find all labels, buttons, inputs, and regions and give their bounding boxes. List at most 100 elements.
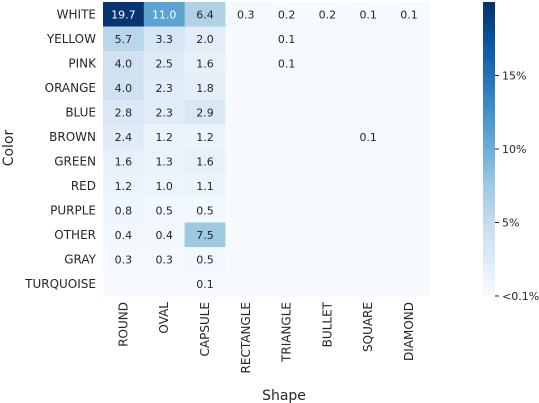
heatmap-cell xyxy=(388,100,430,125)
heatmap-cell xyxy=(347,271,390,297)
cell-value-label: 0.1 xyxy=(278,33,296,46)
x-tick-labels: ROUND OVAL CAPSULE RECTANGLE TRIANGLE BULLET S… xyxy=(116,301,416,373)
colorbar: <0.1% 5% 10% 15% xyxy=(483,2,539,303)
x-axis-title: Shape xyxy=(262,388,306,403)
cell-value-label: 1.6 xyxy=(196,155,214,168)
heatmap-cell xyxy=(143,100,186,125)
heatmap-cell xyxy=(103,26,145,52)
heatmap-cell xyxy=(388,222,430,248)
y-tick-label: GREEN xyxy=(54,154,96,168)
y-tick-label: BLUE xyxy=(65,105,96,119)
cell-value-label: 0.5 xyxy=(155,204,173,217)
heatmap-cell xyxy=(307,51,349,76)
cell-value-label: 0.1 xyxy=(359,8,377,21)
heatmap-cell xyxy=(225,149,267,174)
heatmap-cell xyxy=(184,124,226,150)
heatmap-cell xyxy=(184,149,226,174)
heatmap-cell xyxy=(388,271,430,297)
y-tick-label: WHITE xyxy=(57,7,96,21)
heatmap-cell xyxy=(103,149,145,174)
cell-value-label: 2.9 xyxy=(196,106,214,119)
heatmap-cell xyxy=(266,271,308,297)
heatmap-cells: 19.7 11.0 6.4 0.3 0.2 0.2 0.1 0.1 5.7 3.3 2.0 0.1 4.… xyxy=(103,2,430,297)
heatmap-cell xyxy=(347,51,390,76)
y-tick-label: GRAY xyxy=(64,252,96,266)
heatmap-cell xyxy=(347,26,390,52)
heatmap-cell xyxy=(266,149,308,174)
cell-value-label: 0.2 xyxy=(319,8,337,21)
heatmap-cell xyxy=(184,222,226,248)
cell-value-label: 0.2 xyxy=(278,8,296,21)
heatmap-cell xyxy=(143,26,186,52)
heatmap-cell xyxy=(266,51,308,76)
cell-value-label: 1.2 xyxy=(115,180,133,193)
cell-value-label: 7.5 xyxy=(196,229,214,242)
heatmap-cell xyxy=(307,100,349,125)
heatmap-cell xyxy=(388,198,430,223)
heatmap-cell xyxy=(225,271,267,297)
heatmap-cell xyxy=(266,26,308,52)
heatmap-cell xyxy=(266,222,308,248)
heatmap-cell xyxy=(266,198,308,223)
heatmap-cell xyxy=(307,75,349,101)
heatmap-cell xyxy=(307,26,349,52)
cell-value-label: 6.4 xyxy=(196,8,214,21)
heatmap-cell xyxy=(103,51,145,76)
heatmap-cell xyxy=(184,100,226,125)
heatmap-cell xyxy=(307,271,349,297)
colorbar-tick-label: 10% xyxy=(502,143,526,156)
cell-value-label: 1.6 xyxy=(196,57,214,70)
heatmap-cell xyxy=(307,198,349,223)
cell-value-label: 1.2 xyxy=(155,131,173,144)
heatmap-cell xyxy=(347,149,390,174)
heatmap-cell xyxy=(103,100,145,125)
y-axis-title: Color xyxy=(1,129,17,166)
x-tick-label: RECTANGLE xyxy=(239,302,253,373)
cell-value-label: 3.3 xyxy=(155,33,173,46)
cell-value-label: 1.2 xyxy=(196,131,214,144)
heatmap-cell xyxy=(103,173,145,199)
y-tick-label: PINK xyxy=(68,56,97,70)
heatmap-cell xyxy=(143,173,186,199)
heatmap-cell xyxy=(266,100,308,125)
heatmap-cell xyxy=(266,173,308,199)
cell-value-label: 0.4 xyxy=(155,229,173,242)
cell-value-label: 1.1 xyxy=(196,180,214,193)
y-tick-label: RED xyxy=(71,179,96,193)
heatmap-cell xyxy=(347,124,390,150)
cell-value-label: 0.5 xyxy=(196,204,214,217)
heatmap-cell xyxy=(184,51,226,76)
colorbar-tick-label: 15% xyxy=(502,70,526,83)
heatmap-cell xyxy=(347,75,390,101)
heatmap-cell xyxy=(388,173,430,199)
heatmap-cell xyxy=(103,271,145,297)
cell-value-label: 2.5 xyxy=(155,57,173,70)
heatmap-cell xyxy=(225,75,267,101)
heatmap-cell xyxy=(307,173,349,199)
heatmap-cell xyxy=(225,247,267,272)
x-tick-label: DIAMOND xyxy=(402,302,416,361)
heatmap-cell xyxy=(103,75,145,101)
heatmap-cell xyxy=(225,222,267,248)
heatmap-cell xyxy=(347,173,390,199)
heatmap-cell xyxy=(347,100,390,125)
heatmap-cell xyxy=(388,2,430,27)
heatmap-cell xyxy=(225,124,267,150)
heatmap-cell xyxy=(184,198,226,223)
heatmap-cell xyxy=(143,198,186,223)
cell-value-label: 2.0 xyxy=(196,33,214,46)
heatmap-cell xyxy=(266,2,308,27)
heatmap-cell xyxy=(388,26,430,52)
cell-value-label: 1.0 xyxy=(155,180,173,193)
heatmap-cell xyxy=(143,124,186,150)
cell-value-label: 2.3 xyxy=(155,82,173,95)
cell-value-label: 0.3 xyxy=(237,8,255,21)
cell-value-label: 0.4 xyxy=(115,229,133,242)
cell-value-label: 19.7 xyxy=(111,8,136,21)
cell-value-label: 1.3 xyxy=(155,155,173,168)
cell-value-label: 1.6 xyxy=(115,155,133,168)
heatmap-cell xyxy=(143,75,186,101)
heatmap-cell xyxy=(347,2,390,27)
